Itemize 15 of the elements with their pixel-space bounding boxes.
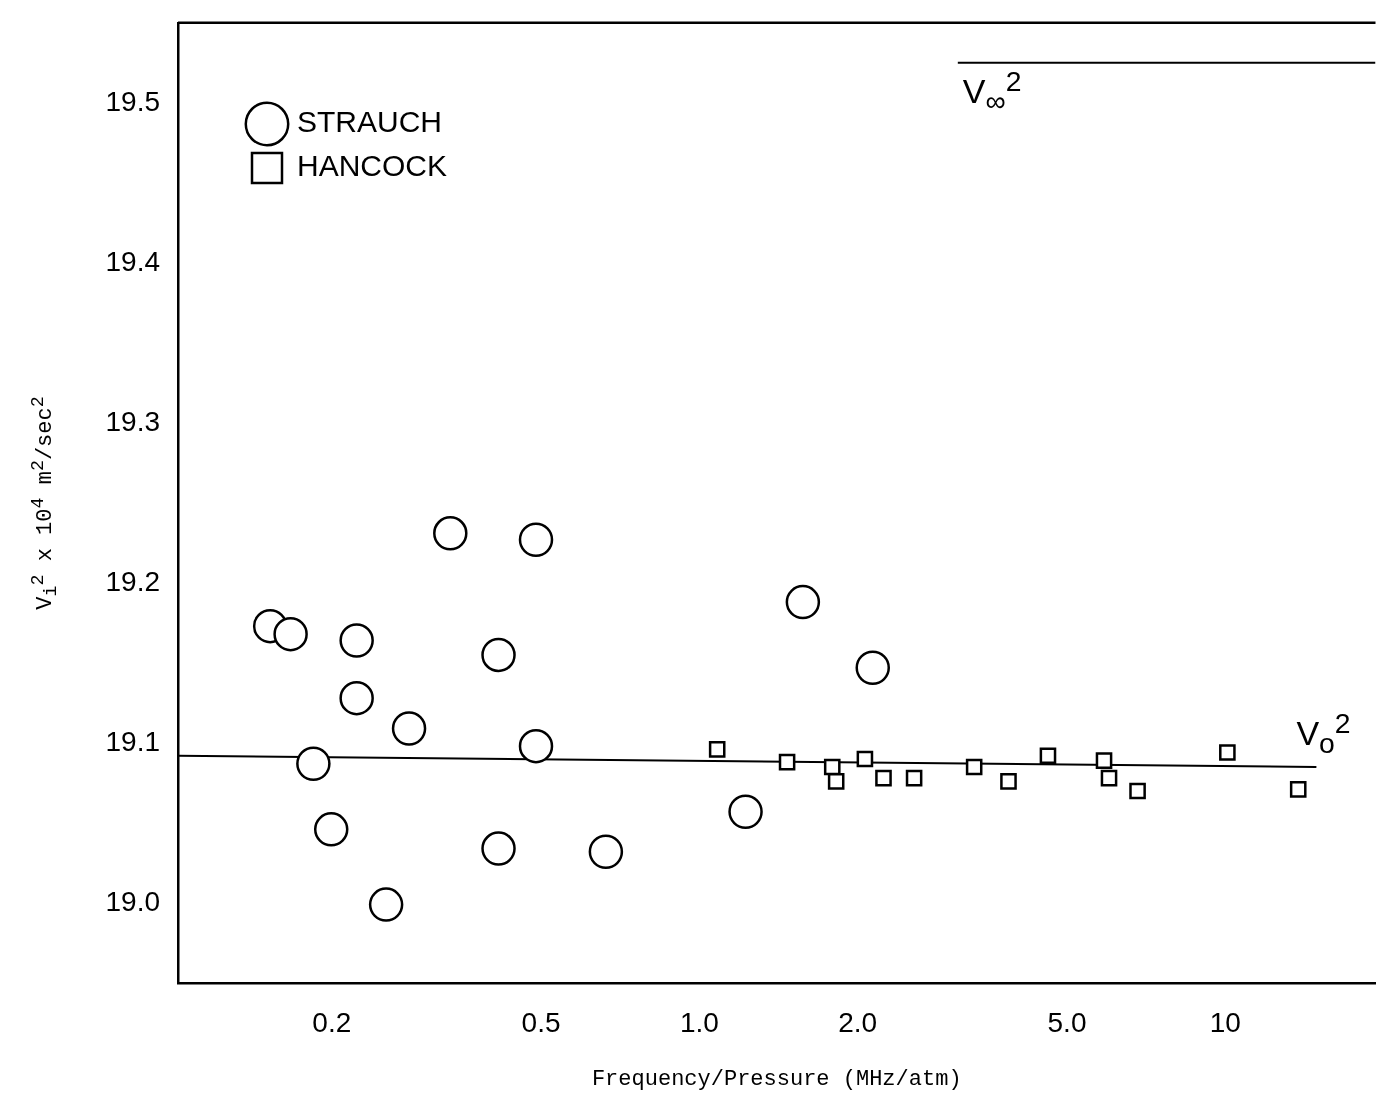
x-tick-label: 5.0 (1047, 1006, 1087, 1038)
x-tick-label: 2.0 (838, 1006, 878, 1038)
legend-label: HANCOCK (297, 149, 448, 183)
y-tick-label: 19.5 (105, 85, 160, 117)
x-axis-title: Frequency/Pressure (MHz/atm) (591, 1066, 962, 1092)
y-tick-label: 19.0 (105, 885, 160, 917)
y-tick-label: 19.3 (105, 405, 160, 437)
legend-label: STRAUCH (297, 105, 443, 139)
x-tick-label: 0.2 (312, 1006, 352, 1038)
y-tick-label: 19.2 (105, 565, 160, 597)
x-tick-label: 0.5 (521, 1006, 561, 1038)
y-tick-label: 19.4 (105, 245, 160, 277)
x-tick-label: 1.0 (679, 1006, 719, 1038)
y-tick-label: 19.1 (105, 725, 160, 757)
x-tick-label: 10 (1209, 1006, 1241, 1038)
